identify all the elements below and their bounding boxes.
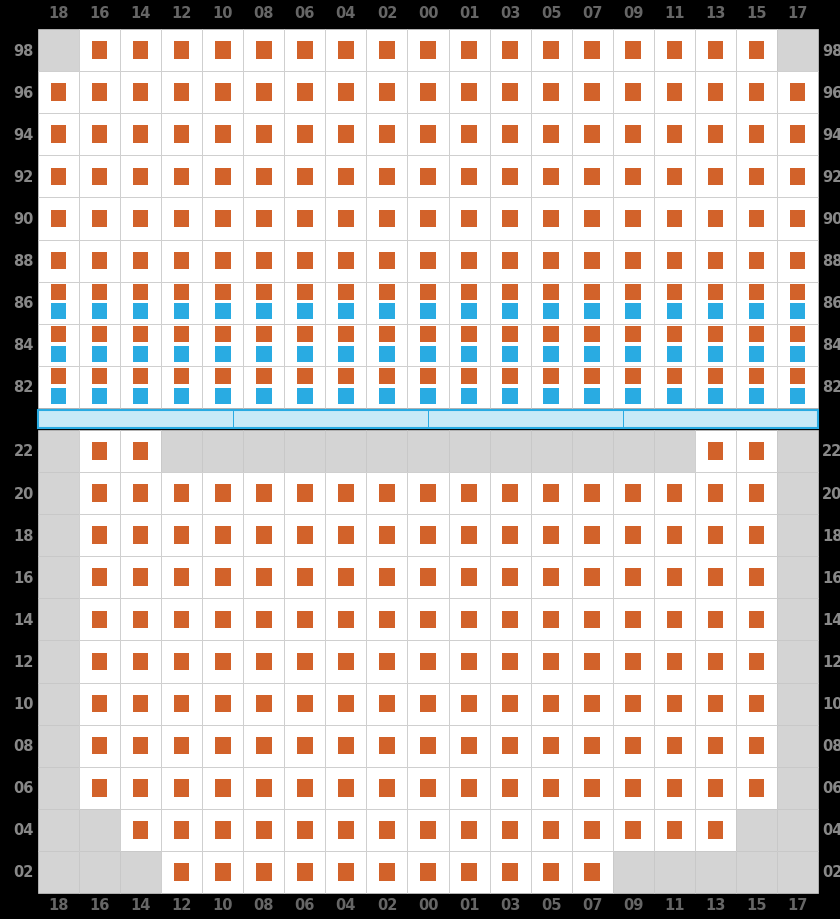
Text: 86: 86: [13, 296, 34, 311]
Text: 20: 20: [822, 486, 840, 501]
Text: 17: 17: [787, 898, 808, 913]
Text: 06: 06: [295, 6, 315, 21]
Text: 04: 04: [13, 823, 34, 837]
Text: 06: 06: [295, 898, 315, 913]
Text: 09: 09: [623, 6, 643, 21]
Text: 10: 10: [213, 6, 233, 21]
Text: 94: 94: [13, 128, 34, 142]
Text: 18: 18: [13, 528, 34, 543]
Text: 01: 01: [459, 6, 480, 21]
Text: 04: 04: [336, 6, 356, 21]
Text: 84: 84: [822, 338, 840, 353]
Text: 92: 92: [13, 170, 34, 185]
Text: 14: 14: [130, 6, 151, 21]
Text: 12: 12: [171, 6, 192, 21]
Text: 13: 13: [706, 898, 726, 913]
Text: 07: 07: [582, 6, 602, 21]
Text: 22: 22: [13, 444, 34, 459]
Text: 11: 11: [664, 898, 685, 913]
Text: 98: 98: [822, 43, 840, 59]
Text: 82: 82: [13, 380, 34, 395]
Text: 14: 14: [822, 612, 840, 627]
Text: 18: 18: [48, 6, 69, 21]
Text: 10: 10: [822, 697, 840, 711]
Text: 15: 15: [746, 898, 767, 913]
Text: 82: 82: [822, 380, 840, 395]
Text: 02: 02: [13, 865, 34, 879]
Text: 10: 10: [213, 898, 233, 913]
Text: 12: 12: [822, 654, 840, 669]
Text: 08: 08: [822, 738, 840, 754]
Text: 02: 02: [377, 898, 397, 913]
Text: 14: 14: [13, 612, 34, 627]
Text: 90: 90: [13, 211, 34, 227]
Text: 03: 03: [500, 6, 520, 21]
Text: 20: 20: [13, 486, 34, 501]
Text: 16: 16: [13, 570, 34, 585]
Text: 12: 12: [171, 898, 192, 913]
Text: 10: 10: [13, 697, 34, 711]
Text: 05: 05: [541, 6, 561, 21]
Text: 12: 12: [13, 654, 34, 669]
Text: 00: 00: [417, 6, 438, 21]
Text: 08: 08: [254, 898, 274, 913]
Text: 16: 16: [89, 898, 110, 913]
Text: 16: 16: [822, 570, 840, 585]
Text: 00: 00: [417, 898, 438, 913]
Text: 84: 84: [13, 338, 34, 353]
Text: 90: 90: [822, 211, 840, 227]
Text: 02: 02: [377, 6, 397, 21]
Text: 14: 14: [130, 898, 151, 913]
Text: 08: 08: [13, 738, 34, 754]
Text: 05: 05: [541, 898, 561, 913]
Text: 06: 06: [822, 780, 840, 795]
Text: 18: 18: [822, 528, 840, 543]
Text: 02: 02: [822, 865, 840, 879]
Text: 96: 96: [822, 85, 840, 100]
Text: 96: 96: [13, 85, 34, 100]
Text: 01: 01: [459, 898, 480, 913]
Text: 13: 13: [706, 6, 726, 21]
Text: 04: 04: [336, 898, 356, 913]
Text: 06: 06: [13, 780, 34, 795]
Text: 18: 18: [48, 898, 69, 913]
Text: 94: 94: [822, 128, 840, 142]
Text: 04: 04: [822, 823, 840, 837]
Text: 09: 09: [623, 898, 643, 913]
Text: 98: 98: [13, 43, 34, 59]
Text: 08: 08: [254, 6, 274, 21]
Text: 03: 03: [500, 898, 520, 913]
Text: 07: 07: [582, 898, 602, 913]
Text: 86: 86: [822, 296, 840, 311]
Text: 17: 17: [787, 6, 808, 21]
Text: 16: 16: [89, 6, 110, 21]
Text: 22: 22: [822, 444, 840, 459]
Text: 15: 15: [746, 6, 767, 21]
Text: 11: 11: [664, 6, 685, 21]
Text: 88: 88: [13, 254, 34, 268]
Text: 88: 88: [822, 254, 840, 268]
Text: 92: 92: [822, 170, 840, 185]
